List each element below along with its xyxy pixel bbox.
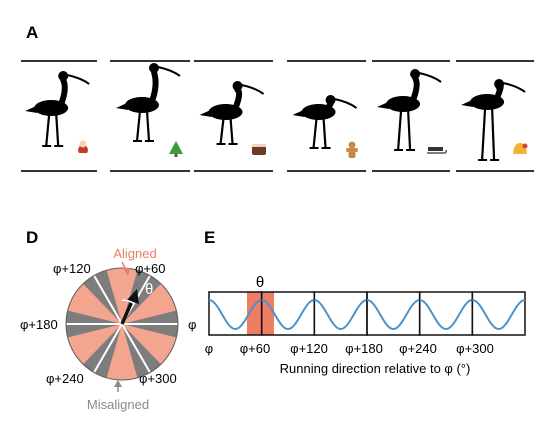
- panel-a-label: A: [26, 23, 38, 42]
- wading-bird-silhouette: [461, 79, 526, 161]
- x-tick-label: φ: [205, 341, 213, 356]
- aligned-sector: [122, 283, 177, 324]
- wheel-label-180: φ+180: [20, 317, 58, 332]
- wheel-theta-label: θ: [145, 281, 153, 298]
- bird-frame: [110, 60, 190, 172]
- wheel-label-300: φ+300: [139, 371, 177, 386]
- bird-frame: [21, 60, 97, 172]
- misaligned-pointer-head: [114, 380, 122, 387]
- aligned-pointer-head: [123, 268, 130, 276]
- sector-divider: [93, 323, 123, 373]
- curve-cycles: [208, 291, 526, 336]
- sector-divider: [93, 275, 123, 325]
- plot-theta-label: θ: [256, 274, 264, 291]
- x-tick-label: φ+180: [345, 341, 383, 356]
- wheel-label-0: φ: [188, 317, 196, 332]
- bird-frame: [287, 60, 366, 172]
- tuning-curve-segment: [261, 299, 315, 331]
- aligned-sector: [67, 283, 122, 324]
- x-tick-label: φ+60: [240, 341, 270, 356]
- aligned-label: Aligned: [113, 246, 156, 261]
- x-tick-label: φ+240: [399, 341, 437, 356]
- wheel-rim: [65, 267, 179, 381]
- tuning-plot: θ φ φ+60 φ+120 φ+180 φ+240 φ+300 Running dire…: [205, 274, 526, 376]
- cycle-box: [471, 291, 526, 336]
- gingerbread-icon: [346, 141, 358, 158]
- bell-icon: [513, 143, 528, 154]
- bird-frame: [194, 60, 273, 172]
- bird-row: [21, 60, 534, 172]
- wading-bird-silhouette: [25, 71, 90, 147]
- aligned-sector: [106, 268, 138, 324]
- aligned-sector: [67, 324, 122, 365]
- direction-wheel: [65, 267, 179, 381]
- x-tick-label: φ+300: [456, 341, 494, 356]
- wading-bird-silhouette: [116, 63, 181, 142]
- sled-icon: [427, 147, 447, 154]
- tuning-curve-segment: [366, 299, 420, 331]
- wheel-label-120: φ+120: [53, 261, 91, 276]
- heading-arrow-shaft: [120, 298, 135, 325]
- tuning-curve-segment: [472, 299, 526, 331]
- wading-bird-silhouette: [377, 69, 442, 151]
- wheel-label-240: φ+240: [46, 371, 84, 386]
- wading-bird-silhouette: [199, 81, 265, 145]
- x-tick-label: φ+120: [290, 341, 328, 356]
- tuning-curve-segment: [419, 299, 473, 331]
- tuning-curve-segment: [208, 299, 262, 331]
- panel-d-label: D: [26, 228, 38, 247]
- sector-divider: [121, 323, 151, 373]
- wheel-label-60: φ+60: [135, 261, 165, 276]
- cake-icon: [252, 144, 266, 155]
- misaligned-label: Misaligned: [87, 397, 149, 412]
- bird-frame: [456, 60, 534, 172]
- aligned-sector: [106, 324, 138, 380]
- wading-bird-silhouette: [292, 95, 358, 149]
- aligned-sector: [122, 324, 177, 365]
- santa-icon: [78, 140, 88, 155]
- bird-frame: [372, 60, 450, 172]
- panel-e-label: E: [204, 228, 215, 247]
- x-axis-title: Running direction relative to φ (°): [280, 361, 471, 376]
- heading-arrow-head: [127, 289, 139, 304]
- tree-icon: [169, 141, 183, 157]
- tuning-curve-segment: [314, 299, 368, 331]
- theta-arc: [121, 299, 136, 305]
- x-tick-labels: φ φ+60 φ+120 φ+180 φ+240 φ+300: [205, 341, 494, 356]
- wheel-sectors: [66, 268, 178, 380]
- aligned-highlight-band: [247, 292, 274, 335]
